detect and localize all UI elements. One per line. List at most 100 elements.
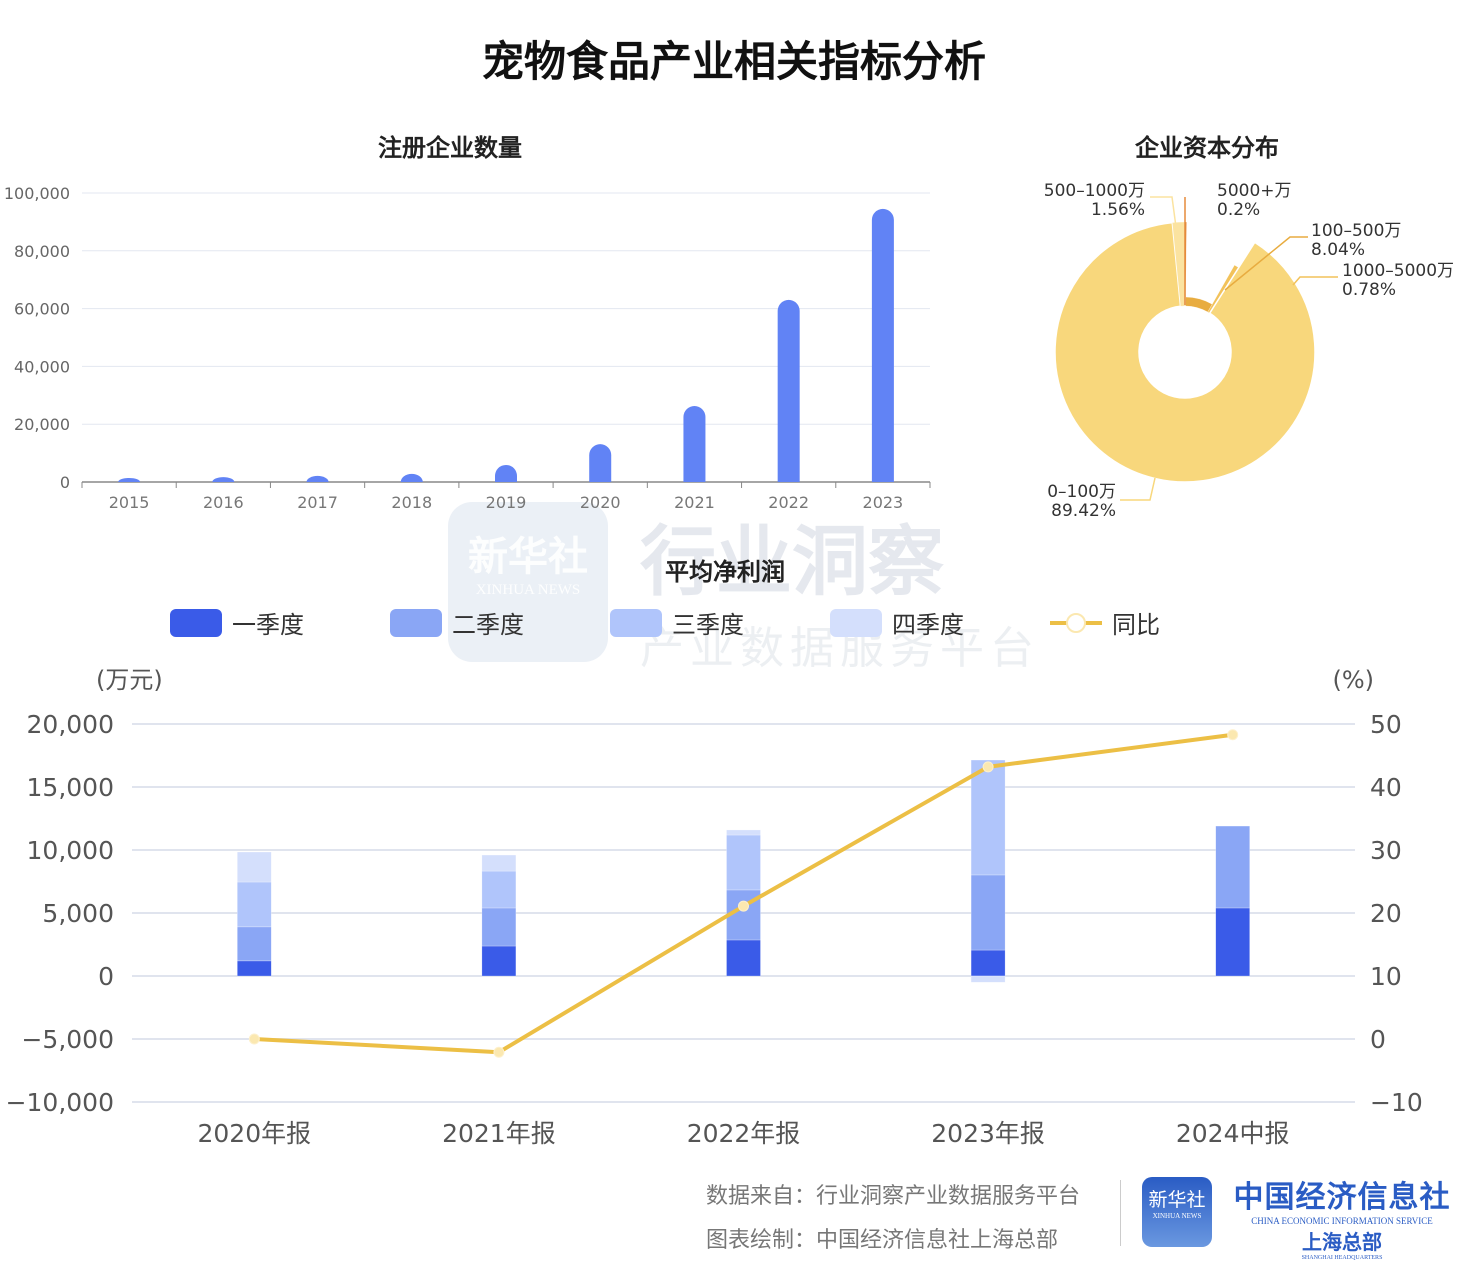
legend-label: 同比 (1112, 611, 1160, 639)
stacked-bar-segment (237, 881, 272, 928)
ceis-logo: 中国经济信息社 CHINA ECONOMIC INFORMATION SERVI… (1233, 1181, 1451, 1261)
x-tick-label: 2023 (863, 493, 904, 512)
pie-slice (1054, 221, 1316, 483)
legend-swatch (610, 608, 662, 637)
x-tick-label: 2019 (486, 493, 527, 512)
label-leader-line (1224, 236, 1308, 291)
x-tick-label: 2018 (391, 493, 432, 512)
stacked-bar-segment (726, 829, 761, 836)
y2-tick-label: 0 (1370, 1025, 1386, 1054)
y2-tick-label: 10 (1370, 962, 1402, 991)
stacked-bar-segment (726, 834, 761, 891)
y-tick-label: 40,000 (14, 357, 70, 376)
y2-tick-label: 30 (1370, 836, 1402, 865)
x-tick-label: 2021年报 (442, 1119, 556, 1148)
stacked-bar-segment (481, 854, 517, 872)
page-title: 宠物食品产业相关指标分析 (481, 37, 986, 86)
slice-label: 1000–5000万 (1342, 261, 1454, 281)
stacked-bar-segment (237, 960, 272, 977)
x-tick-label: 2015 (109, 493, 150, 512)
slice-percent: 0.78% (1342, 280, 1396, 300)
y-axis-label: (万元) (96, 666, 163, 694)
slice-label: 5000+万 (1217, 181, 1292, 201)
x-tick-label: 2020年报 (197, 1119, 311, 1148)
x-tick-label: 2020 (580, 493, 621, 512)
label-leader-line (1120, 477, 1156, 501)
y-tick-label: 15,000 (27, 773, 114, 802)
chart-credit: 图表绘制：中国经济信息社上海总部 (706, 1228, 1059, 1253)
bar (212, 477, 235, 482)
stacked-bar-segment (970, 949, 1006, 977)
y2-tick-label: −10 (1370, 1088, 1423, 1117)
y-tick-label: 20,000 (27, 710, 114, 739)
stacked-bar-segment (1215, 907, 1250, 977)
stacked-bar-segment (481, 945, 517, 977)
stacked-bar-segment (237, 926, 272, 962)
slice-percent: 89.42% (1051, 501, 1116, 521)
bar-chart-title: 注册企业数量 (378, 134, 522, 162)
legend-label: 二季度 (452, 611, 524, 639)
bar (495, 464, 517, 482)
y2-tick-label: 50 (1370, 710, 1402, 739)
legend-item[interactable]: 四季度 (830, 605, 964, 640)
legend-swatch (390, 608, 442, 637)
slice-label: 500–1000万 (1044, 181, 1145, 201)
legend-item[interactable]: 三季度 (610, 605, 744, 640)
x-tick-label: 2016 (203, 493, 244, 512)
x-tick-label: 2024中报 (1176, 1119, 1290, 1148)
slice-label: 100–500万 (1311, 221, 1401, 241)
y-tick-label: −5,000 (21, 1025, 114, 1054)
legend-item[interactable]: 一季度 (170, 605, 304, 640)
yoy-point (982, 761, 994, 773)
x-tick-label: 2023年报 (931, 1119, 1045, 1148)
yoy-point (738, 900, 749, 912)
y2-axis-label: (%) (1332, 666, 1374, 694)
stacked-bar-segment (970, 759, 1006, 876)
label-leader-line (1150, 196, 1177, 228)
yoy-point (493, 1046, 505, 1058)
x-tick-label: 2022年报 (687, 1119, 801, 1148)
y-tick-label: 5,000 (42, 899, 114, 928)
y-tick-label: 60,000 (14, 300, 70, 319)
label-leader-line (1292, 276, 1338, 286)
slice-percent: 8.04% (1311, 240, 1365, 260)
x-tick-label: 2017 (297, 493, 338, 512)
bar (871, 208, 894, 482)
net-profit-combo-chart: (万元) (%) 20,000 50 15,000 40 10,000 30 5,000 20 0 1… (6, 666, 1423, 1148)
stacked-bar-segment (481, 870, 517, 909)
stacked-bar-segment (481, 907, 517, 947)
x-tick-label: 2022 (768, 493, 809, 512)
stacked-bar-segment (970, 874, 1006, 951)
data-source: 数据来自：行业洞察产业数据服务平台 (706, 1184, 1081, 1209)
bar (589, 444, 612, 482)
bar (400, 473, 423, 482)
y2-tick-label: 20 (1370, 899, 1402, 928)
legend-item[interactable]: 同比 (1050, 605, 1160, 640)
x-tick-label: 2021 (674, 493, 715, 512)
bar (118, 477, 141, 482)
y2-tick-label: 40 (1370, 773, 1402, 802)
watermark-text: 行业洞察 (640, 517, 944, 606)
y-tick-label: 0 (98, 962, 114, 991)
stacked-bar-segment (1215, 825, 1250, 909)
slice-percent: 0.2% (1217, 200, 1260, 220)
slice-percent: 1.56% (1091, 200, 1145, 220)
divider (1120, 1180, 1121, 1246)
y-tick-label: 80,000 (14, 242, 70, 261)
bar (777, 299, 800, 482)
legend-label: 一季度 (232, 611, 304, 639)
pie-slice (1172, 221, 1186, 307)
y-tick-label: 10,000 (27, 836, 114, 865)
legend-swatch (830, 608, 882, 637)
legend-item[interactable]: 二季度 (390, 605, 524, 640)
yoy-point (248, 1033, 260, 1045)
y-tick-label: 20,000 (14, 415, 70, 434)
bar (683, 405, 706, 482)
pie-slice (1185, 296, 1213, 313)
y-tick-label: −10,000 (6, 1088, 114, 1117)
y-tick-label: 0 (60, 473, 70, 492)
legend-label: 四季度 (892, 611, 964, 639)
yoy-point (1227, 729, 1239, 741)
